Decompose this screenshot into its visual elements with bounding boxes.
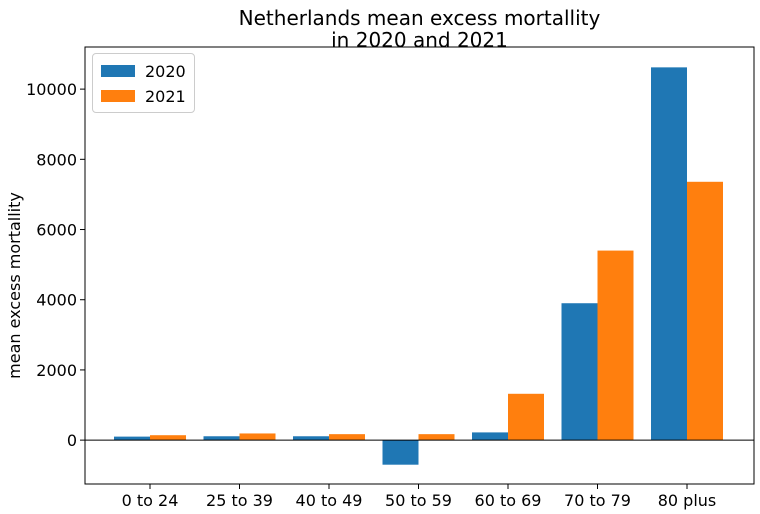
x-tick-label: 0 to 24 — [122, 491, 179, 510]
x-tick-label: 70 to 79 — [564, 491, 631, 510]
legend-label-2021: 2021 — [145, 86, 186, 106]
bar-2021-0-to-24 — [150, 435, 186, 441]
bar-2020-50-to-59 — [382, 440, 419, 465]
y-tick-label: 10000 — [26, 80, 77, 99]
y-axis-ticks: 0 2000 4000 6000 8000 10000 — [26, 80, 85, 450]
bar-2020-60-to-69 — [472, 432, 508, 441]
x-tick-label: 60 to 69 — [475, 491, 542, 510]
bar-2021-40-to-49 — [329, 434, 365, 441]
legend-swatch-2020 — [101, 65, 135, 77]
axes-frame — [84, 46, 755, 485]
x-axis-ticks: 0 to 24 25 to 39 40 to 49 50 to 59 60 to 69 7… — [122, 484, 717, 510]
chart-title-line-1: Netherlands mean excess mortallity — [238, 6, 601, 30]
bar-2020-25-to-39 — [203, 436, 240, 441]
y-axis-label: mean excess mortallity — [5, 192, 24, 379]
legend-swatch-2021 — [101, 90, 135, 102]
bar-2021-60-to-69 — [508, 393, 544, 441]
bar-2021-80-plus — [687, 181, 723, 441]
bar-2020-40-to-49 — [293, 436, 329, 441]
legend-item-2021: 2021 — [101, 86, 186, 106]
bar-2020-70-to-79 — [561, 303, 598, 441]
y-tick-label: 8000 — [36, 150, 77, 169]
legend: 2020 2021 — [92, 53, 195, 113]
x-tick-label: 80 plus — [658, 491, 717, 510]
legend-item-2020: 2020 — [101, 61, 186, 81]
y-tick-label: 6000 — [36, 221, 77, 240]
y-tick-label: 2000 — [36, 361, 77, 380]
bar-2020-0-to-24 — [114, 436, 150, 441]
x-tick-label: 25 to 39 — [206, 491, 273, 510]
bars-group — [114, 67, 723, 465]
bar-2021-25-to-39 — [239, 433, 276, 441]
bar-2021-50-to-59 — [418, 434, 455, 441]
y-tick-label: 0 — [67, 431, 77, 450]
bar-2020-80-plus — [651, 67, 687, 441]
bar-2021-70-to-79 — [597, 250, 634, 441]
x-tick-label: 40 to 49 — [296, 491, 363, 510]
y-tick-label: 4000 — [36, 291, 77, 310]
x-tick-label: 50 to 59 — [385, 491, 452, 510]
chart-title-line-2: in 2020 and 2021 — [331, 28, 508, 52]
legend-label-2020: 2020 — [145, 61, 186, 81]
